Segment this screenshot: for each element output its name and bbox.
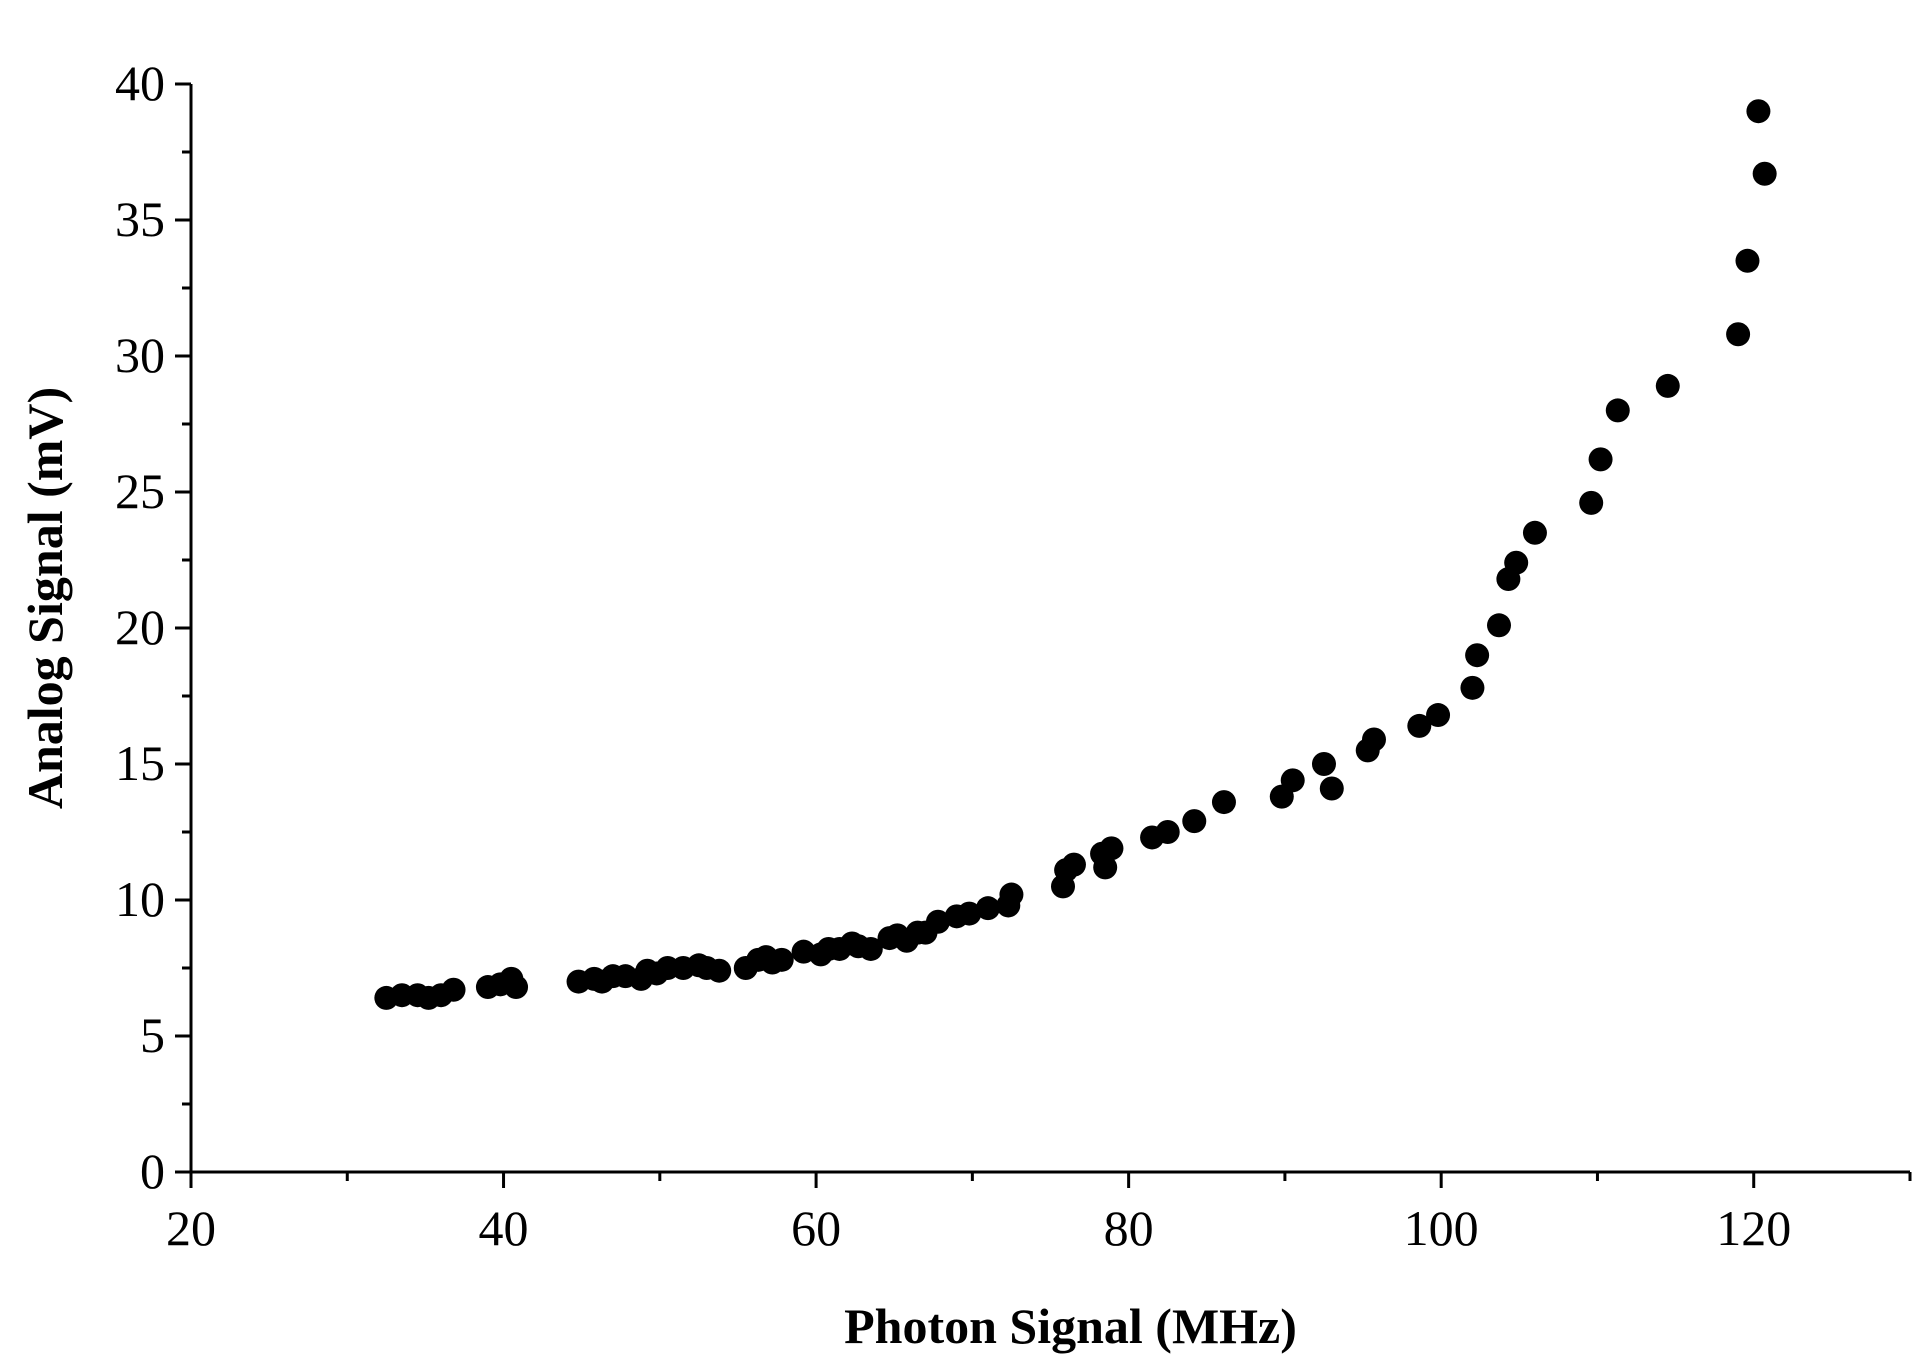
- data-point: [858, 936, 883, 961]
- x-tick-label: 100: [1404, 1200, 1479, 1256]
- data-point: [1588, 447, 1613, 472]
- y-tick-label: 10: [115, 871, 165, 927]
- y-tick-label: 5: [140, 1007, 165, 1063]
- data-point: [1155, 820, 1180, 844]
- y-tick-label: 15: [115, 735, 165, 791]
- data-point: [1319, 776, 1344, 801]
- data-point: [1746, 99, 1771, 124]
- data-point: [441, 977, 466, 1002]
- data-point: [925, 909, 950, 934]
- data-point: [1182, 809, 1207, 834]
- y-tick-label: 0: [140, 1143, 165, 1199]
- data-point: [1605, 398, 1630, 423]
- data-points: [374, 99, 1777, 1010]
- data-point: [1752, 161, 1777, 186]
- data-point: [1407, 713, 1432, 738]
- x-tick-label: 120: [1716, 1200, 1791, 1256]
- y-tick-label: 30: [115, 327, 165, 383]
- data-point: [1099, 836, 1124, 861]
- x-tick-label: 20: [166, 1200, 216, 1256]
- data-point: [1655, 373, 1680, 398]
- data-point: [1726, 322, 1751, 347]
- axes: [189, 84, 1910, 1174]
- y-tick-label: 20: [115, 599, 165, 655]
- x-axis-ticks: 20 40 60 80 100 120: [166, 1172, 1912, 1256]
- data-point: [769, 947, 794, 972]
- data-point: [999, 882, 1024, 907]
- data-point: [1093, 855, 1118, 880]
- y-axis-label: Analog Signal (mV): [17, 387, 73, 809]
- data-point: [1579, 490, 1604, 515]
- data-point: [1211, 790, 1236, 815]
- data-point: [1460, 675, 1485, 700]
- data-point: [975, 896, 1000, 921]
- data-point: [1487, 613, 1512, 638]
- data-point: [1311, 752, 1336, 776]
- data-point: [1465, 643, 1490, 668]
- data-point: [1426, 703, 1451, 728]
- x-axis-label: Photon Signal (MHz): [844, 1298, 1297, 1354]
- data-point: [504, 975, 529, 1000]
- x-tick-label: 80: [1104, 1200, 1154, 1256]
- data-point: [1061, 852, 1086, 877]
- data-point: [1735, 248, 1760, 273]
- y-tick-label: 40: [115, 55, 165, 111]
- data-point: [707, 958, 732, 983]
- data-point: [1361, 727, 1386, 752]
- data-point: [1504, 550, 1529, 575]
- x-tick-label: 60: [791, 1200, 841, 1256]
- data-point: [957, 901, 982, 926]
- y-tick-label: 25: [115, 463, 165, 519]
- y-axis-ticks: 0 5 10 15 20 25 30 35 40: [115, 55, 191, 1199]
- x-tick-label: 40: [479, 1200, 529, 1256]
- data-point: [1522, 520, 1547, 545]
- y-tick-label: 35: [115, 191, 165, 247]
- data-point: [1280, 768, 1305, 793]
